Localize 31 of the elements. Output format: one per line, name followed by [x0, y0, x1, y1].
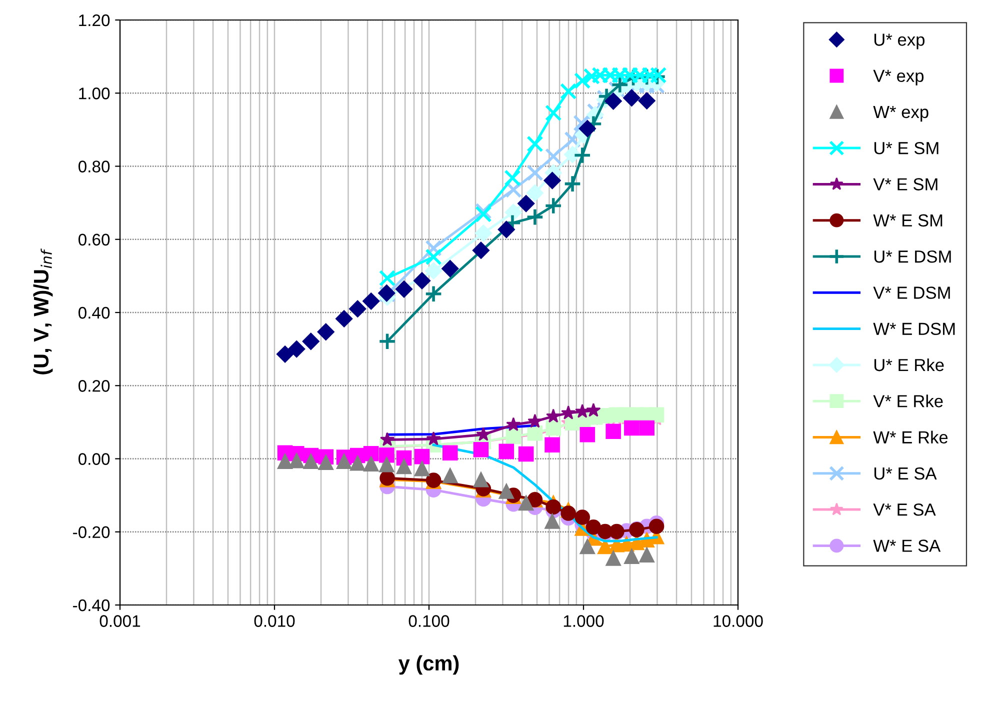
y-tick-label: 0.80: [78, 160, 110, 172]
y-tick-label: 0.20: [78, 380, 110, 392]
x-tick-label: 0.100: [408, 615, 450, 627]
legend-label: W* exp: [873, 106, 928, 122]
legend-label: W* E SM: [873, 214, 942, 227]
y-tick-label: 0.40: [78, 306, 110, 319]
legend-label: U* E DSM: [874, 250, 951, 263]
x-tick-label: 10.000: [714, 615, 763, 627]
legend-label: V* E SA: [873, 503, 936, 516]
x-axis-title: y (cm): [398, 655, 459, 675]
x-tick-label: 1.000: [564, 615, 604, 627]
y-tick-label: 1.20: [79, 14, 110, 26]
legend-label: U* E Rke: [874, 358, 944, 372]
legend-label: W* E SA: [873, 540, 941, 552]
y-axis-title: (U, V, W)/U$_{inf}$: [33, 248, 53, 374]
legend-label: U* E SM: [874, 142, 938, 154]
y-tick-label: 1.00: [79, 88, 110, 100]
x-tick-label: 0.001: [100, 615, 140, 627]
x-tick-label: 0.010: [254, 615, 295, 627]
legend-label: V* E Rke: [873, 394, 943, 408]
legend-label: W* E Rke: [873, 430, 948, 444]
legend-label: V* E DSM: [873, 286, 950, 299]
legend-label: U* exp: [874, 34, 925, 50]
y-tick-label: -0.20: [73, 526, 110, 538]
y-tick-label: -0.40: [73, 599, 110, 612]
legend-label: U* E SA: [874, 467, 937, 480]
y-tick-label: 0.00: [78, 453, 110, 465]
legend-label: V* E SM: [873, 178, 938, 190]
legend-label: V* exp: [873, 70, 924, 86]
legend-label: W* E DSM: [873, 322, 955, 336]
y-tick-label: 0.60: [78, 234, 110, 246]
